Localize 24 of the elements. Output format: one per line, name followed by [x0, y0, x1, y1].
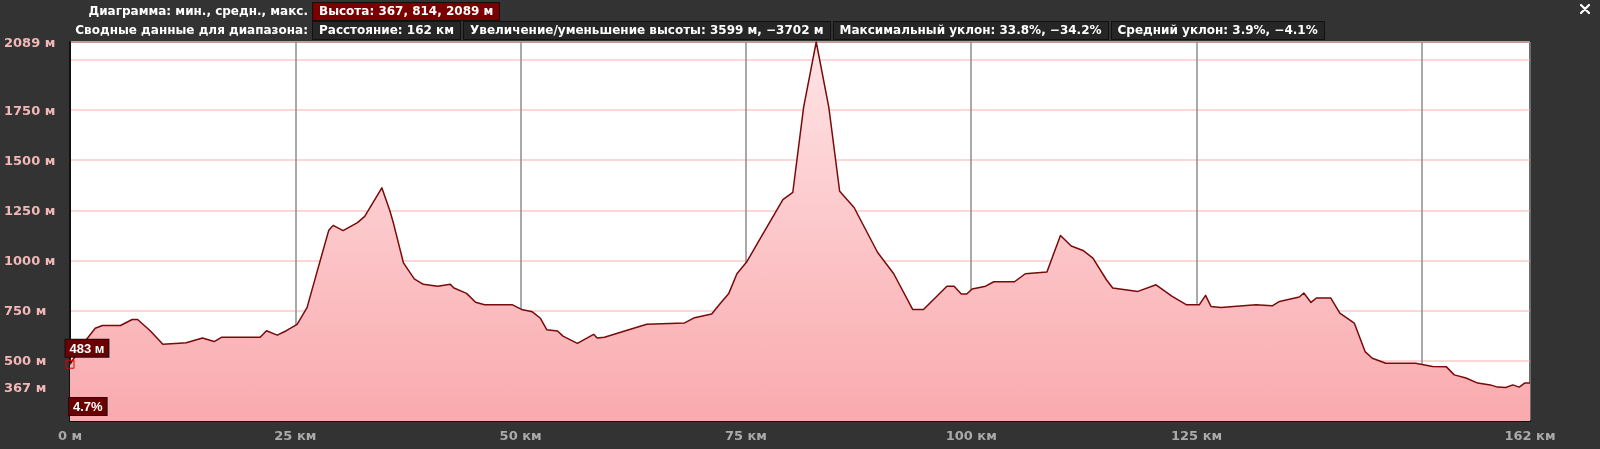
annotation: 4.7%: [73, 399, 104, 414]
y-tick-label: 1500 м: [4, 152, 56, 168]
text: Увеличение/уменьшение высоты: 3599 м, −3702 м: [463, 20, 831, 40]
text: Средний уклон: 3.9%, −4.1%: [1110, 20, 1325, 40]
x-tick-label: 25 км: [274, 428, 317, 443]
x-tick-label: 75 км: [724, 428, 767, 443]
y-tick-label: 2089 м: [4, 34, 56, 50]
x-tick-label: 125 км: [1170, 428, 1223, 443]
y-tick-label: 500 м: [4, 353, 47, 369]
x-tick-label: 162 км: [1504, 428, 1556, 443]
chart-title: Диаграмма: мин., средн., макс.: [87, 4, 309, 18]
text: Расстояние: 162 км: [312, 20, 462, 40]
chart-subtitle: Сводные данные для диапазона:: [75, 23, 308, 37]
text: Максимальный уклон: 33.8%, −34.2%: [832, 20, 1109, 40]
x-tick-label: 0 м: [57, 428, 83, 443]
x-tick-label: 50 км: [499, 428, 542, 443]
y-tick-label: 367 м: [4, 379, 47, 395]
y-tick-label: 750 м: [4, 303, 47, 319]
y-tick-label: 1750 м: [4, 102, 56, 118]
annotation: 483 м: [69, 340, 105, 356]
x-tick-label: 100 км: [945, 428, 997, 443]
text: Высота: 367, 814, 2089 м: [312, 1, 501, 21]
y-tick-label: 1250 м: [4, 202, 56, 218]
y-tick-label: 1000 м: [4, 252, 56, 268]
